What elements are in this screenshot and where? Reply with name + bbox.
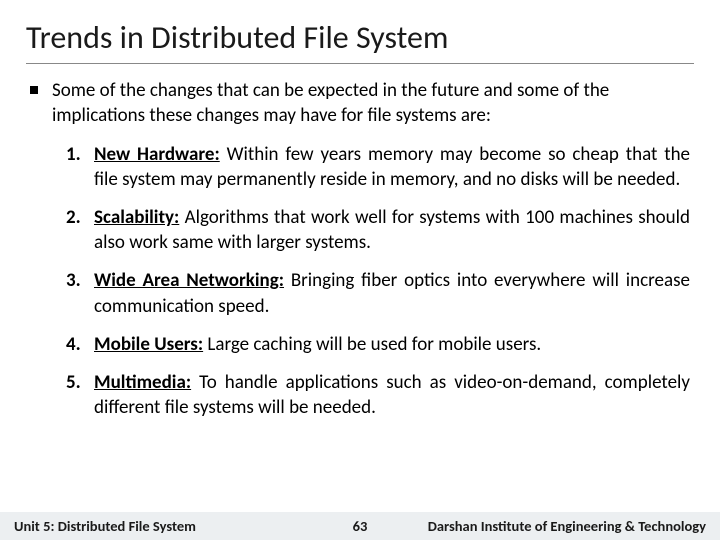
slide-title: Trends in Distributed File System (26, 18, 694, 64)
slide: Trends in Distributed File System Some o… (0, 0, 720, 540)
list-item: 1. New Hardware: Within few years memory… (66, 142, 690, 192)
list-item: 2. Scalability: Algorithms that work wel… (66, 205, 690, 255)
item-heading: Scalability: (94, 206, 179, 229)
numbered-list: 1. New Hardware: Within few years memory… (26, 142, 694, 420)
item-heading: Multimedia: (94, 371, 191, 394)
list-item: 3. Wide Area Networking: Bringing fiber … (66, 268, 690, 318)
item-number: 5. (66, 370, 86, 420)
item-number: 1. (66, 142, 86, 192)
footer-institute: Darshan Institute of Engineering & Techn… (428, 517, 706, 535)
item-heading: Mobile Users: (94, 333, 203, 356)
item-text: Algorithms that work well for systems wi… (94, 206, 690, 254)
item-heading: New Hardware: (94, 143, 220, 166)
list-item: 4. Mobile Users: Large caching will be u… (66, 332, 690, 357)
item-text: Large caching will be used for mobile us… (203, 333, 541, 356)
item-number: 4. (66, 332, 86, 357)
square-bullet-icon (30, 86, 38, 94)
intro-text: Some of the changes that can be expected… (52, 78, 694, 128)
item-body: Multimedia: To handle applications such … (94, 370, 690, 420)
item-number: 3. (66, 268, 86, 318)
item-body: Scalability: Algorithms that work well f… (94, 205, 690, 255)
list-item: 5. Multimedia: To handle applications su… (66, 370, 690, 420)
item-number: 2. (66, 205, 86, 255)
item-body: Mobile Users: Large caching will be used… (94, 332, 690, 357)
item-heading: Wide Area Networking: (94, 269, 284, 292)
item-body: Wide Area Networking: Bringing fiber opt… (94, 268, 690, 318)
item-body: New Hardware: Within few years memory ma… (94, 142, 690, 192)
footer: Unit 5: Distributed File System 63 Darsh… (0, 512, 720, 540)
intro-bullet: Some of the changes that can be expected… (26, 78, 694, 128)
